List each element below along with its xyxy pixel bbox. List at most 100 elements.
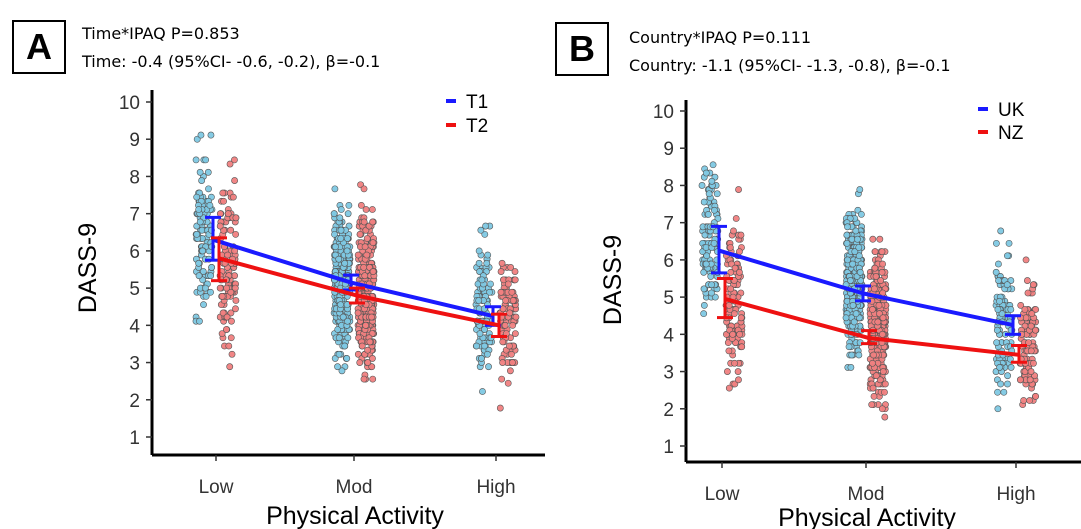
data-point-t1 [339, 313, 347, 321]
data-point-t2 [223, 313, 231, 321]
data-point-t2 [364, 346, 372, 354]
data-point-t1 [204, 168, 212, 176]
data-point-t2 [366, 338, 374, 346]
data-point-uk [1004, 252, 1011, 260]
error-bar-uk [855, 284, 871, 303]
data-point-t1 [335, 255, 343, 263]
data-point-t1 [195, 206, 203, 213]
data-point-nz [1023, 277, 1031, 284]
data-point-t1 [475, 247, 483, 255]
x-axis-title: Physical Activity [266, 502, 444, 529]
data-point-t2 [354, 309, 362, 317]
panel-b-effect-stat: Country: -1.1 (95%CI- -1.3, -0.8), β=-0.… [629, 56, 951, 75]
data-point-uk [849, 260, 857, 268]
data-point-uk [700, 268, 708, 276]
data-point-nz [1024, 289, 1032, 297]
data-point-t2 [354, 251, 362, 259]
data-point-nz [1028, 310, 1036, 318]
x-tick-label: Low [705, 484, 740, 505]
data-point-t2 [369, 375, 377, 383]
data-point-nz [1026, 376, 1034, 384]
data-point-t2 [227, 334, 235, 342]
data-point-t1 [482, 222, 489, 230]
data-point-uk [713, 190, 721, 198]
data-point-t2 [216, 284, 224, 292]
error-bar-uk [711, 224, 727, 275]
y-tick-label: 7 [663, 214, 674, 235]
data-point-t2 [507, 264, 515, 271]
data-point-nz [877, 277, 885, 284]
data-point-nz [875, 301, 883, 309]
data-point-uk [705, 190, 713, 198]
data-point-t2 [231, 177, 238, 184]
data-point-uk [994, 388, 1001, 396]
data-point-t2 [224, 210, 232, 218]
data-point-t1 [196, 317, 203, 325]
data-point-t1 [345, 201, 353, 209]
data-point-uk [993, 326, 1001, 334]
data-point-nz [869, 359, 876, 367]
data-point-uk [852, 310, 860, 318]
data-point-t1 [193, 230, 201, 238]
data-point-t2 [509, 297, 517, 304]
y-tick-label: 5 [663, 288, 674, 309]
panel-a-chart: 1 2 3 4 5 6 7 8 9 10 Low Mod High Physical Activity DA… [74, 90, 545, 529]
data-point-t1 [199, 247, 206, 255]
data-point-t1 [202, 292, 210, 300]
data-point-t2 [504, 280, 512, 288]
data-point-nz [736, 330, 744, 338]
data-point-nz [1027, 347, 1035, 355]
data-point-nz [727, 285, 735, 293]
data-point-t2 [232, 230, 240, 238]
error-bar-t2 [211, 236, 227, 283]
data-point-t2 [360, 185, 368, 193]
data-points [698, 161, 1040, 421]
data-point-uk [702, 244, 710, 251]
data-point-t1 [332, 243, 339, 251]
data-point-t2 [360, 264, 368, 271]
data-point-t1 [344, 235, 351, 242]
data-point-t2 [362, 206, 370, 213]
x-tick-label: Low [199, 477, 234, 498]
data-point-uk [700, 310, 708, 318]
data-point-uk [995, 277, 1002, 284]
y-tick-label: 8 [663, 176, 674, 197]
data-point-nz [734, 368, 742, 375]
data-point-uk [850, 318, 858, 326]
data-point-t1 [337, 226, 345, 234]
data-point-nz [878, 405, 886, 413]
data-point-uk [992, 239, 1000, 247]
data-point-t1 [331, 185, 339, 193]
data-point-t2 [216, 210, 224, 218]
data-point-t1 [198, 177, 206, 184]
data-point-t1 [195, 259, 203, 267]
data-point-t1 [338, 367, 346, 375]
data-point-t2 [229, 193, 237, 201]
data-point-t2 [218, 292, 226, 300]
data-point-uk [997, 380, 1004, 388]
y-axis-title: DASS-9 [599, 235, 627, 325]
data-point-uk [708, 177, 716, 185]
data-point-t1 [337, 301, 344, 309]
data-point-t1 [200, 301, 207, 309]
data-point-t2 [227, 309, 235, 317]
data-point-uk [702, 169, 710, 177]
data-point-nz [737, 314, 745, 322]
data-point-t2 [368, 206, 376, 213]
data-point-nz [1017, 301, 1025, 309]
data-point-t1 [335, 350, 343, 358]
data-point-t2 [226, 160, 234, 168]
data-point-uk [843, 239, 851, 247]
data-point-nz [725, 384, 733, 392]
data-point-t1 [335, 334, 343, 342]
data-point-nz [870, 392, 878, 400]
data-point-t1 [207, 288, 214, 296]
y-tick-label: 6 [129, 242, 140, 263]
data-point-uk [701, 231, 709, 239]
data-point-nz [876, 376, 884, 384]
data-point-nz [881, 380, 889, 388]
data-point-t2 [499, 359, 507, 366]
error-bar-uk [1005, 314, 1021, 336]
data-point-t2 [225, 342, 233, 350]
data-point-uk [711, 206, 718, 214]
